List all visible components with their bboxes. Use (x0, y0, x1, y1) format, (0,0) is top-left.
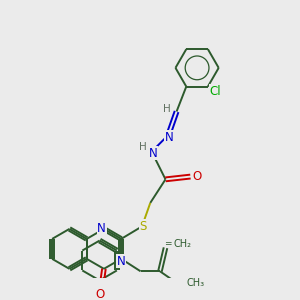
Text: Cl: Cl (210, 85, 221, 98)
Text: N: N (97, 222, 106, 236)
Text: S: S (140, 220, 147, 233)
Text: O: O (95, 288, 104, 300)
Text: N: N (149, 146, 158, 160)
Text: H: H (163, 104, 171, 114)
Text: CH₃: CH₃ (186, 278, 204, 288)
Text: O: O (192, 170, 201, 183)
Text: N: N (164, 131, 173, 144)
Text: H: H (140, 142, 147, 152)
Text: CH₂: CH₂ (174, 238, 192, 249)
Text: =: = (164, 239, 172, 248)
Text: N: N (117, 255, 126, 268)
